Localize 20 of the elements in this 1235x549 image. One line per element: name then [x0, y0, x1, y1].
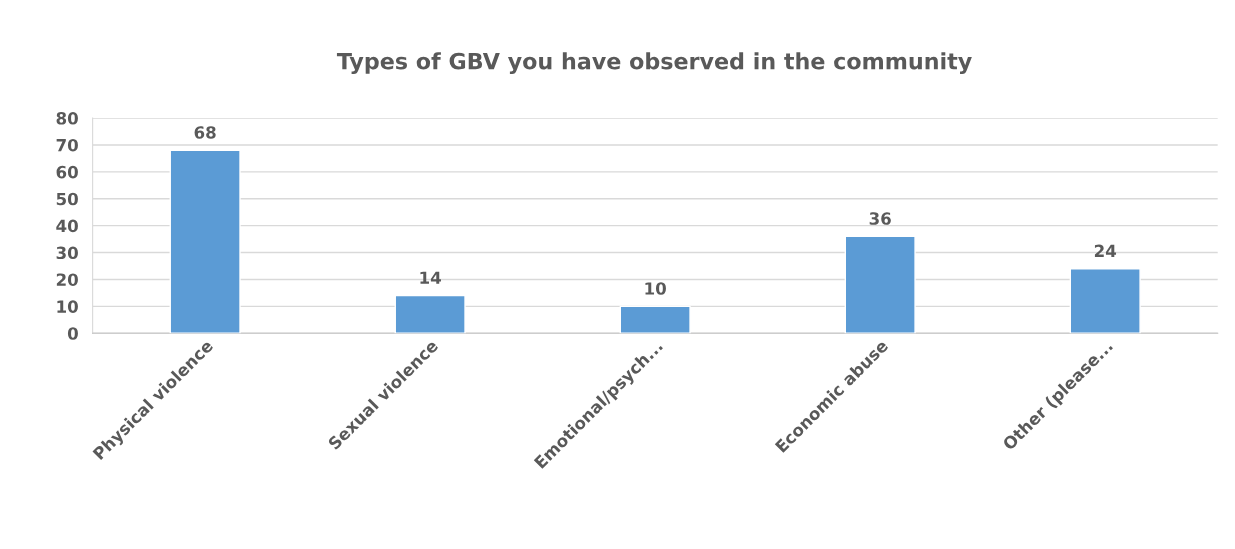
- y-tick-label: 50: [56, 192, 78, 206]
- data-label: 68: [194, 126, 216, 139]
- bar: [394, 294, 466, 334]
- data-label: 14: [420, 271, 441, 284]
- data-label: 24: [1094, 244, 1117, 257]
- y-tick-label: 0: [67, 327, 78, 340]
- y-tick-label: 20: [56, 273, 78, 287]
- y-tick-label: 60: [56, 165, 78, 179]
- data-label: 36: [869, 212, 891, 225]
- bar: [169, 149, 241, 334]
- y-tick-label: 30: [56, 246, 78, 260]
- chart-title: Types of GBV you have observed in the community: [336, 52, 972, 74]
- bar: [1069, 267, 1141, 334]
- y-tick-label: 40: [56, 219, 78, 233]
- data-label: 10: [645, 282, 666, 295]
- y-tick-label: 10: [57, 300, 78, 313]
- bar: [844, 235, 916, 334]
- bar: [619, 305, 691, 334]
- y-tick-label: 70: [56, 138, 78, 152]
- y-tick-label: 80: [56, 112, 78, 125]
